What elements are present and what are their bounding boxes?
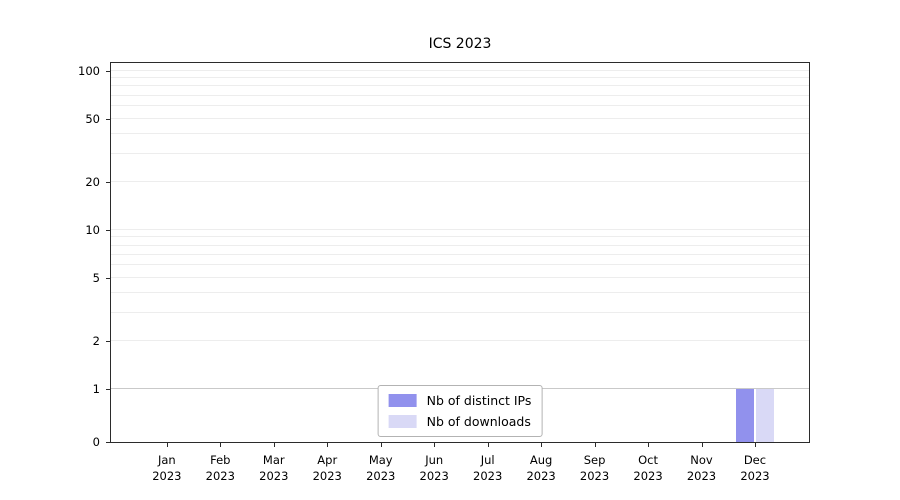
x-tick-mark-nov [701,443,703,447]
x-tick-month: Nov [690,453,713,467]
x-tick-year: 2023 [366,469,396,484]
gridline-90 [111,77,809,79]
x-tick-mark-feb [220,443,222,447]
x-tick-label-jan: Jan 2023 [135,452,199,484]
y-tick-label-50: 50 [85,111,100,126]
y-tick-label-2: 2 [92,334,100,349]
x-tick-label-may: May 2023 [349,452,413,484]
legend-entry-nb-of-downloads: Nb of downloads [388,414,532,429]
x-tick-month: Aug [529,453,553,467]
y-tick-mark-0 [106,442,110,443]
x-tick-label-mar: Mar 2023 [242,452,306,484]
y-tick-label-1: 1 [92,382,100,397]
bar-dec-nb-of-downloads [755,389,774,442]
x-tick-label-feb: Feb 2023 [188,452,252,484]
gridline-60 [111,105,809,107]
y-tick-mark-10 [106,230,110,232]
gridline-9 [111,236,809,238]
x-tick-label-jul: Jul 2023 [456,452,520,484]
y-tick-mark-100 [106,70,110,72]
x-tick-label-jun: Jun 2023 [402,452,466,484]
x-tick-mark-apr [327,443,329,447]
gridline-30 [111,153,809,155]
y-tick-label-100: 100 [78,63,100,78]
bar-dec-nb-of-distinct-ips [735,389,754,442]
y-tick-label-20: 20 [85,175,100,190]
x-tick-mark-jan [166,443,168,447]
x-tick-label-nov: Nov 2023 [670,452,734,484]
x-tick-month: Jul [480,453,495,467]
gridline-5 [111,277,809,279]
x-tick-year: 2023 [259,469,289,484]
legend-entry-nb-of-distinct-ips: Nb of distinct IPs [388,393,532,408]
x-tick-year: 2023 [686,469,717,484]
gridline-40 [111,133,809,135]
chart-title: ICS 2023 [428,36,492,52]
legend-label-nb-of-distinct-ips: Nb of distinct IPs [426,393,532,408]
x-tick-month: Dec [743,453,767,467]
x-tick-month: Jan [157,453,176,467]
x-tick-mark-jul [487,443,489,447]
x-tick-mark-oct [648,443,650,447]
x-tick-mark-dec [754,443,756,447]
x-tick-mark-jun [434,443,436,447]
legend-swatch-nb-of-distinct-ips [388,394,417,407]
gridline-20 [111,181,809,183]
x-tick-month: Mar [262,453,285,467]
y-tick-label-5: 5 [92,271,100,286]
gridline-3 [111,312,809,314]
x-tick-mark-may [380,443,382,447]
x-tick-month: Jun [425,453,444,467]
x-tick-label-dec: Dec 2023 [723,452,787,484]
x-tick-year: 2023 [526,469,556,484]
y-tick-mark-50 [106,118,110,120]
x-tick-year: 2023 [312,469,342,484]
y-tick-label-0: 0 [92,435,100,449]
x-tick-year: 2023 [152,469,182,484]
y-axis: 0 1 2 5 10 20 50 100 [0,63,110,449]
x-tick-mark-aug [541,443,543,447]
x-tick-month: Sep [583,453,606,467]
gridline-50 [111,117,809,119]
x-tick-year: 2023 [633,469,663,484]
gridline-100 [111,69,809,71]
x-tick-month: May [368,453,393,467]
x-tick-label-oct: Oct 2023 [616,452,680,484]
y-tick-mark-5 [106,278,110,280]
y-tick-mark-20 [106,182,110,184]
x-tick-mark-sep [594,443,596,447]
x-tick-label-aug: Aug 2023 [509,452,573,484]
gridline-10 [111,229,809,231]
y-tick-label-10: 10 [85,223,100,238]
x-tick-mark-mar [273,443,275,447]
gridline-7 [111,253,809,255]
legend-label-nb-of-downloads: Nb of downloads [426,414,531,429]
y-tick-mark-1 [106,389,110,391]
gridline-2 [111,340,809,342]
x-axis: Jan 2023 Feb 2023 Mar 2023 Apr 2023 May 2023 Jun 20… [111,443,809,491]
legend-swatch-nb-of-downloads [388,415,417,428]
gridline-4 [111,292,809,294]
y-tick-mark-2 [106,341,110,343]
x-tick-year: 2023 [419,469,449,484]
x-tick-year: 2023 [205,469,235,484]
x-tick-label-apr: Apr 2023 [295,452,359,484]
gridline-80 [111,85,809,87]
gridline-8 [111,244,809,246]
gridline-6 [111,264,809,266]
x-tick-month: Oct [638,453,658,467]
gridline-70 [111,94,809,96]
x-tick-year: 2023 [579,469,610,484]
x-tick-month: Apr [317,453,338,467]
x-tick-month: Feb [210,453,231,467]
legend: Nb of distinct IPs Nb of downloads [377,385,543,437]
plot-area: Nb of distinct IPs Nb of downloads [110,62,810,443]
x-tick-year: 2023 [740,469,770,484]
x-tick-label-sep: Sep 2023 [563,452,627,484]
x-tick-year: 2023 [473,469,503,484]
